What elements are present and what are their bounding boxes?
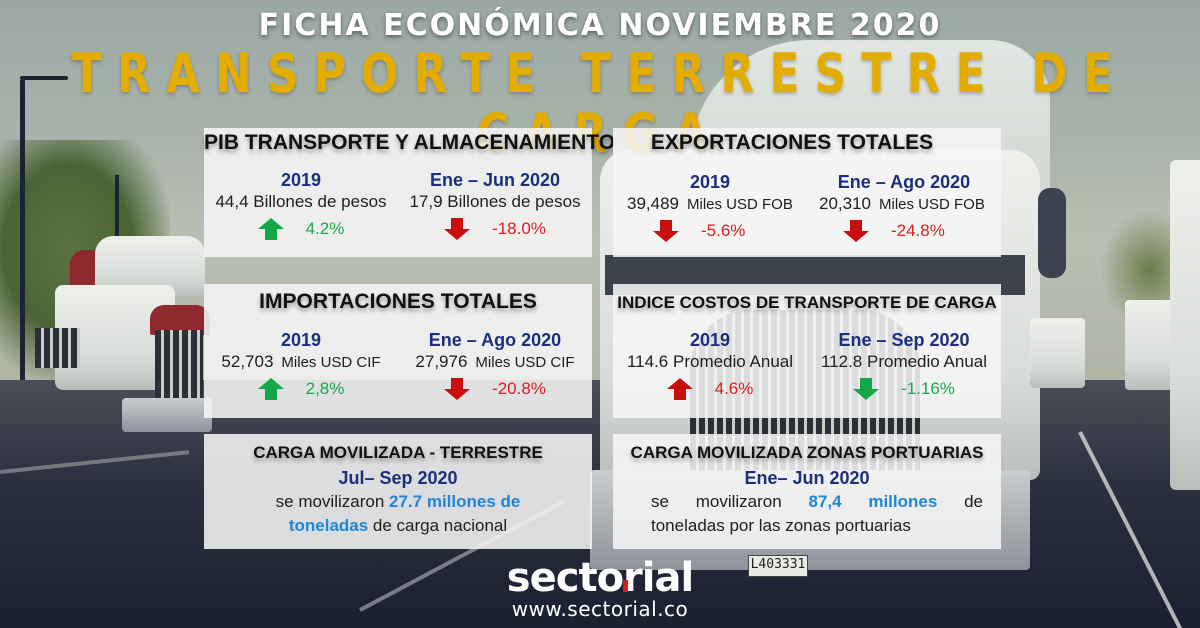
- value: 27,976: [415, 352, 468, 371]
- col-2019: 2019 44,4 Billones de pesos 4.2%: [204, 170, 398, 242]
- truck-far-center: [1030, 318, 1085, 388]
- text: toneladas por las zonas portuarias: [651, 516, 911, 535]
- truck-grille-left: [35, 328, 80, 368]
- logo-text: sectorial: [506, 555, 694, 601]
- value: 52,703: [221, 352, 274, 371]
- truck-far-right: [1125, 300, 1175, 390]
- col-2019: 2019 52,703 Miles USD CIF 2,8%: [204, 330, 398, 402]
- col-2019: 2019 114.6 Promedio Anual 4.6%: [613, 330, 807, 402]
- truck-grille-peterbilt: [155, 330, 203, 400]
- subtitle: FICHA ECONÓMICA NOVIEMBRE 2020: [258, 8, 942, 43]
- panel-pib-transporte: PIB TRANSPORTE Y ALMACENAMIENTO 2019 44,…: [204, 128, 616, 257]
- panel-indice-costos: INDICE COSTOS DE TRANSPORTE DE CARGA 201…: [613, 284, 1001, 418]
- logo-red-bar-icon: [623, 580, 628, 592]
- up-red-arrow-icon: [667, 378, 693, 400]
- street-lamp-pole: [20, 80, 25, 400]
- text: de: [964, 492, 983, 511]
- street-lamp-pole-2: [115, 175, 119, 285]
- up-green-arrow-icon: [258, 218, 284, 240]
- panel-title: CARGA MOVILIZADA - TERRESTRE: [253, 443, 543, 462]
- change-percent: -20.8%: [492, 379, 546, 398]
- change-percent: 2,8%: [305, 379, 345, 398]
- period-label: Ene – Ago 2020: [837, 172, 971, 192]
- website-url[interactable]: www.sectorial.co: [511, 597, 689, 621]
- unit: Miles USD CIF: [281, 354, 381, 371]
- license-plate: L403331: [748, 555, 808, 577]
- period-label: Ene – Jun 2020: [429, 170, 561, 190]
- change-percent: -1.16%: [901, 379, 955, 398]
- value: 20,310: [819, 194, 871, 213]
- period-label: 2019: [689, 330, 731, 350]
- truck-edge-right: [1170, 160, 1200, 490]
- col-ene-ago-2020: Ene – Ago 2020 27,976 Miles USD CIF -20.8…: [398, 330, 592, 402]
- street-lamp-arm: [20, 76, 68, 80]
- panel-title: INDICE COSTOS DE TRANSPORTE DE CARGA: [617, 293, 997, 312]
- text: de carga nacional: [368, 516, 508, 535]
- col-ene-sep-2020: Ene – Sep 2020 112.8 Promedio Anual -1.1…: [807, 330, 1001, 402]
- unit: Miles USD FOB: [687, 196, 793, 213]
- panel-title: PIB TRANSPORTE Y ALMACENAMIENTO: [204, 131, 616, 154]
- text: se: [651, 492, 669, 511]
- down-red-arrow-icon: [843, 220, 869, 242]
- period-label: 2019: [280, 170, 322, 190]
- value: 114.6 Promedio Anual: [626, 352, 794, 371]
- unit: Miles USD FOB: [879, 196, 985, 213]
- down-red-arrow-icon: [444, 218, 470, 240]
- panel-title: CARGA MOVILIZADA ZONAS PORTUARIAS: [630, 443, 984, 462]
- period-label: Ene– Jun 2020: [744, 468, 870, 488]
- highlight-unit: toneladas: [288, 516, 369, 535]
- up-green-arrow-icon: [258, 378, 284, 400]
- sectorial-logo[interactable]: sectorial www.sectorial.co: [494, 558, 706, 620]
- highlight-unit: millones: [868, 492, 938, 511]
- change-percent: -24.8%: [891, 221, 945, 240]
- col-ene-ago-2020: Ene – Ago 2020 20,310 Miles USD FOB -24.8…: [807, 172, 1001, 244]
- highlight-amount: 27.7 millones de: [389, 492, 521, 511]
- period-label: Ene – Sep 2020: [838, 330, 970, 350]
- value: 17,9 Billones de pesos: [409, 192, 581, 211]
- panel-title: EXPORTACIONES TOTALES: [650, 131, 934, 154]
- down-red-arrow-icon: [653, 220, 679, 242]
- period-label: Ene – Ago 2020: [428, 330, 562, 350]
- panel-carga-terrestre: CARGA MOVILIZADA - TERRESTRE Jul– Sep 20…: [204, 434, 592, 549]
- panel-exportaciones: EXPORTACIONES TOTALES 2019 39,489 Miles U…: [613, 128, 1001, 257]
- panel-importaciones: IMPORTACIONES TOTALES 2019 52,703 Miles U…: [204, 284, 592, 418]
- value: 112.8 Promedio Anual: [820, 352, 988, 371]
- down-green-arrow-icon: [853, 378, 879, 400]
- value: 39,489: [627, 194, 679, 213]
- period-label: 2019: [689, 172, 731, 192]
- change-percent: -18.0%: [492, 219, 546, 238]
- value: 44,4 Billones de pesos: [215, 192, 387, 211]
- logo-wordmark: sectorial: [494, 558, 706, 598]
- change-percent: 4.2%: [305, 219, 345, 238]
- unit: Miles USD CIF: [475, 354, 575, 371]
- description: se movilizaron 87,4 millones de tonelada…: [613, 490, 1001, 538]
- col-2019: 2019 39,489 Miles USD FOB -5.6%: [613, 172, 807, 244]
- side-mirror: [1038, 188, 1066, 278]
- down-red-arrow-icon: [444, 378, 470, 400]
- change-percent: -5.6%: [701, 221, 746, 240]
- change-percent: 4.6%: [714, 379, 754, 398]
- text: se movilizaron: [275, 492, 390, 511]
- description: se movilizaron 27.7 millones de tonelada…: [204, 490, 592, 538]
- truck-bumper-left: [122, 398, 212, 432]
- panel-title: IMPORTACIONES TOTALES: [259, 290, 537, 313]
- period-label: 2019: [280, 330, 322, 350]
- text: movilizaron: [695, 492, 782, 511]
- period-label: Jul– Sep 2020: [338, 468, 458, 488]
- panel-carga-portuaria: CARGA MOVILIZADA ZONAS PORTUARIAS Ene– J…: [613, 434, 1001, 549]
- highlight-amount: 87,4: [808, 492, 842, 511]
- col-ene-jun-2020: Ene – Jun 2020 17,9 Billones de pesos -1…: [398, 170, 592, 242]
